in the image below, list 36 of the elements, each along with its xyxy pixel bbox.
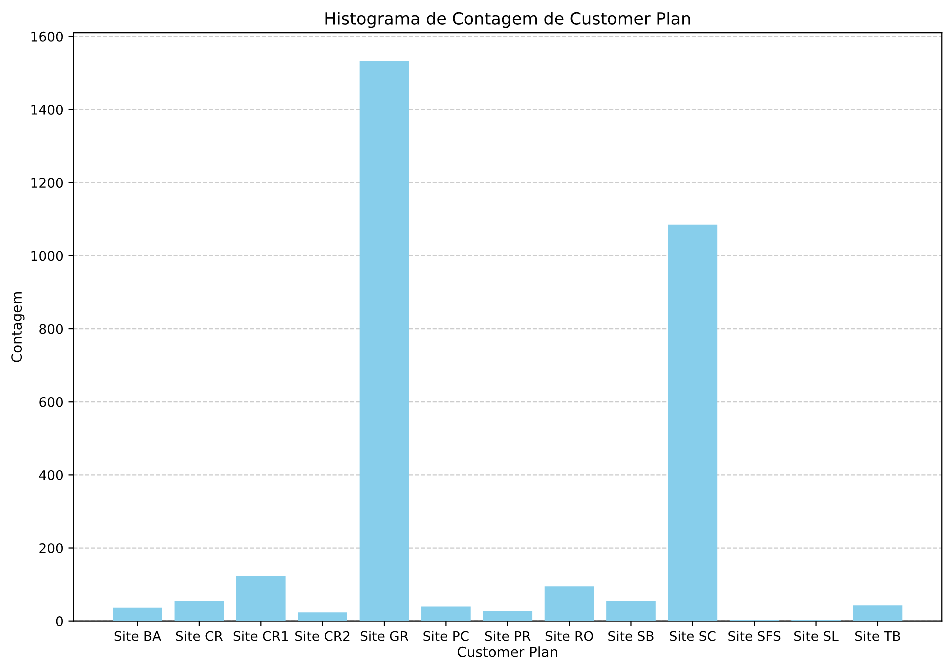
x-tick-label: Site BA bbox=[114, 631, 162, 642]
x-tick-label: Site TB bbox=[856, 631, 900, 642]
y-tick-label: 0 bbox=[56, 616, 64, 627]
y-tick-label: 1000 bbox=[32, 251, 64, 262]
x-tick-label: Site RO bbox=[546, 631, 594, 642]
y-tick-label: 400 bbox=[39, 470, 64, 480]
y-tick-label: 1600 bbox=[32, 32, 64, 42]
bar bbox=[174, 601, 224, 622]
bar bbox=[298, 612, 348, 622]
y-tick-label: 600 bbox=[40, 397, 64, 408]
y-tick-label: 800 bbox=[40, 324, 64, 334]
x-tick-label: Site SB bbox=[608, 631, 654, 642]
bar bbox=[113, 608, 162, 622]
x-tick-label: Site CR1 bbox=[234, 631, 288, 642]
x-tick-label: Site CR bbox=[176, 631, 224, 642]
x-tick-label: Site CR2 bbox=[296, 631, 350, 642]
y-tick-label: 200 bbox=[40, 543, 64, 554]
x-tick-label: Site PC bbox=[424, 631, 469, 642]
x-tick-label: Site SFS bbox=[728, 631, 781, 642]
bar bbox=[606, 601, 656, 622]
bar bbox=[360, 61, 410, 622]
x-axis-title: Customer Plan bbox=[458, 646, 558, 658]
x-tick-label: Site SC bbox=[670, 631, 716, 642]
y-axis-title: Contagem bbox=[12, 292, 25, 362]
y-tick-label: 1400 bbox=[32, 105, 64, 115]
y-tick-label: 1200 bbox=[32, 178, 64, 188]
bar bbox=[483, 611, 533, 622]
bar bbox=[422, 606, 471, 622]
x-tick-label: Site PR bbox=[485, 631, 531, 642]
bar bbox=[853, 606, 903, 622]
x-tick-label: Site GR bbox=[360, 631, 409, 642]
bar bbox=[544, 586, 594, 622]
bar bbox=[668, 224, 718, 622]
chart-title: Histograma de Contagem de Customer Plan bbox=[326, 12, 690, 28]
x-tick-label: Site SL bbox=[794, 631, 839, 642]
bar bbox=[236, 576, 286, 622]
